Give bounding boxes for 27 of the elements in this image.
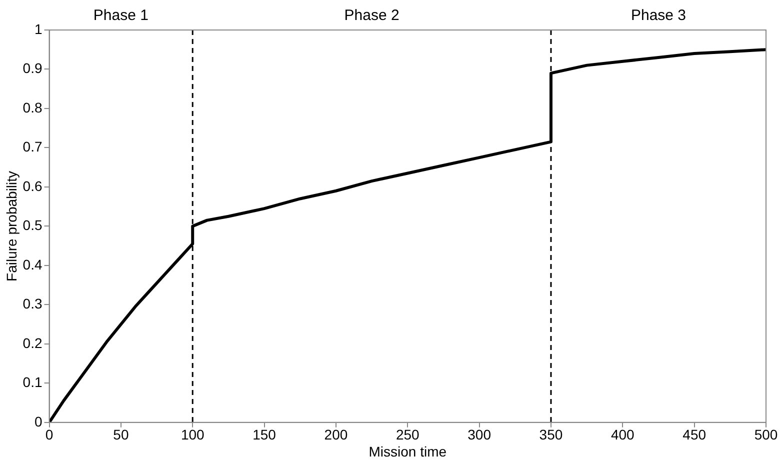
y-tick-label: 0.2 (22, 334, 42, 351)
x-tick-label: 450 (682, 426, 706, 443)
text: Phase 2 (344, 7, 400, 24)
x-tick-label: 50 (113, 426, 129, 443)
x-tick-label: 150 (252, 426, 276, 443)
x-tick-label: 200 (324, 426, 348, 443)
text: Phase 1 (93, 7, 148, 24)
y-tick-label: 0.5 (22, 217, 42, 234)
text: Phase 3 (630, 7, 686, 24)
y-tick-label: 0.1 (22, 374, 42, 390)
y-tick-label: 0 (34, 413, 42, 430)
y-tick-label: 0.4 (22, 256, 42, 272)
x-tick-label: 350 (539, 426, 563, 443)
x-tick-label: 0 (45, 426, 54, 443)
y-tick-label: 0.8 (22, 99, 42, 116)
x-axis-title: Mission time (368, 443, 447, 460)
x-tick-label: 500 (754, 426, 778, 443)
x-tick-label: 100 (180, 426, 204, 443)
y-axis-title: Failure probability (3, 170, 20, 282)
x-tick-label: 250 (396, 426, 420, 443)
x-tick-label: 300 (468, 426, 492, 443)
y-tick-label: 0.3 (22, 296, 42, 312)
y-tick-label: 0.9 (22, 60, 42, 76)
x-tick-label: 400 (610, 426, 635, 443)
y-tick-label: 0.7 (22, 138, 42, 155)
y-tick-label: 0.6 (22, 178, 42, 194)
y-tick-label: 1 (34, 20, 42, 37)
